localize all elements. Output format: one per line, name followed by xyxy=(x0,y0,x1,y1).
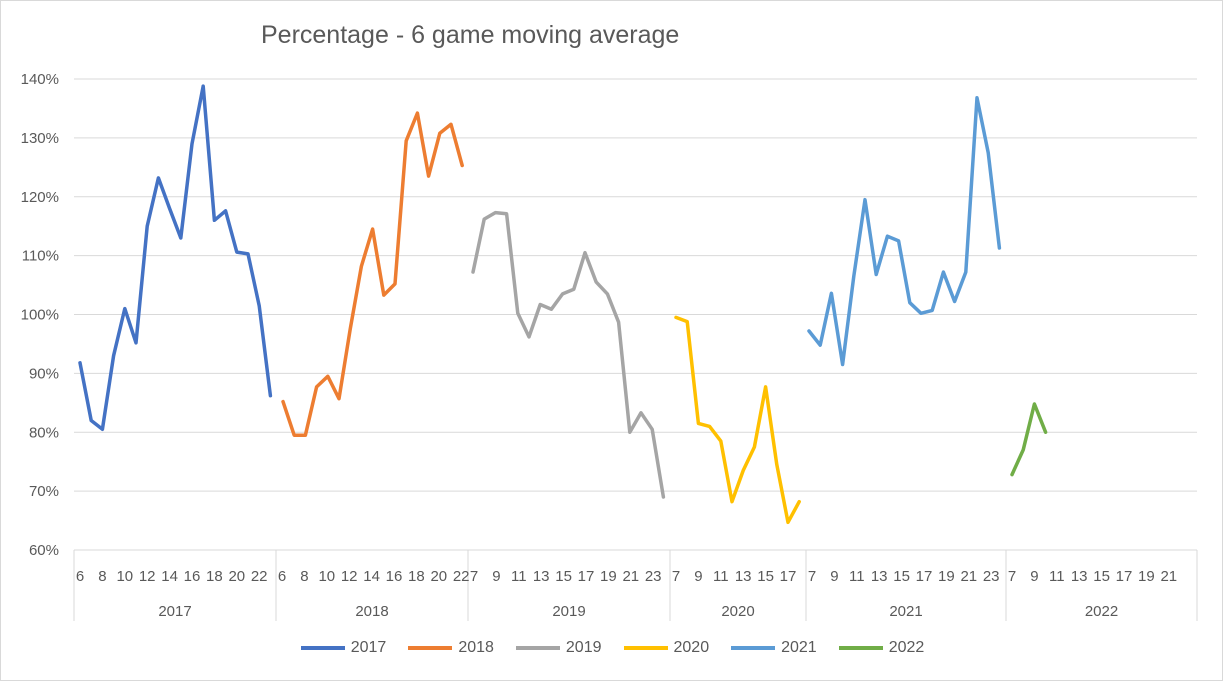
x-tick-label: 7 xyxy=(470,568,478,585)
x-tick-label: 11 xyxy=(1049,568,1065,585)
legend-item-2021: 2021 xyxy=(731,639,817,657)
x-tick-label: 7 xyxy=(808,568,816,585)
y-tick-label: 90% xyxy=(29,365,59,382)
y-tick-label: 80% xyxy=(29,424,59,441)
x-tick-label: 14 xyxy=(161,568,178,585)
x-tick-label: 18 xyxy=(408,568,425,585)
y-tick-label: 130% xyxy=(21,130,59,147)
y-tick-label: 120% xyxy=(21,189,59,206)
x-tick-label: 9 xyxy=(492,568,500,585)
legend-label: 2019 xyxy=(565,639,602,656)
x-tick-label: 13 xyxy=(871,568,888,585)
x-tick-label: 17 xyxy=(578,568,595,585)
series-line-2019 xyxy=(471,210,666,499)
x-tick-label: 21 xyxy=(1160,568,1177,585)
legend-item-2020: 2020 xyxy=(623,639,710,657)
x-tick-label: 10 xyxy=(318,568,335,585)
x-tick-label: 16 xyxy=(386,568,403,585)
x-tick-label: 8 xyxy=(98,568,106,585)
x-tick-label: 23 xyxy=(645,568,662,585)
x-tick-label: 22 xyxy=(453,568,470,585)
x-tick-label: 18 xyxy=(206,568,223,585)
x-tick-label: 8 xyxy=(300,568,308,585)
x-tick-label: 7 xyxy=(1008,568,1016,585)
x-tick-label: 12 xyxy=(341,568,358,585)
x-tick-label: 17 xyxy=(1116,568,1133,585)
x-tick-label: 13 xyxy=(1071,568,1088,585)
x-tick-label: 22 xyxy=(251,568,268,585)
legend-item-2018: 2018 xyxy=(408,639,494,657)
y-tick-label: 70% xyxy=(29,483,59,500)
x-tick-label: 9 xyxy=(830,568,838,585)
legend-label: 2022 xyxy=(888,639,925,656)
series-line-2017 xyxy=(78,84,273,432)
x-group-label: 2021 xyxy=(889,603,922,620)
legend-item-2019: 2019 xyxy=(515,639,602,657)
legend: 2017 2018 2019 2020 2021 2022 xyxy=(1,639,1223,657)
x-tick-label: 16 xyxy=(184,568,201,585)
x-tick-label: 7 xyxy=(672,568,680,585)
x-tick-label: 15 xyxy=(757,568,774,585)
legend-swatch xyxy=(838,646,883,650)
x-tick-label: 19 xyxy=(600,568,617,585)
x-tick-label: 19 xyxy=(938,568,955,585)
x-tick-label: 6 xyxy=(278,568,286,585)
x-tick-label: 21 xyxy=(960,568,977,585)
chart-title: Percentage - 6 game moving average xyxy=(261,21,680,49)
series-line-2022 xyxy=(1010,402,1048,477)
legend-label: 2020 xyxy=(673,639,710,656)
x-tick-label: 23 xyxy=(983,568,1000,585)
x-tick-label: 13 xyxy=(533,568,550,585)
x-group-label: 2017 xyxy=(158,603,191,620)
x-tick-label: 13 xyxy=(735,568,752,585)
x-tick-label: 21 xyxy=(622,568,639,585)
x-tick-label: 17 xyxy=(780,568,797,585)
y-tick-label: 140% xyxy=(21,71,59,88)
series-line-2020 xyxy=(674,315,801,525)
x-tick-label: 20 xyxy=(430,568,447,585)
x-tick-label: 20 xyxy=(228,568,245,585)
legend-swatch xyxy=(408,646,453,650)
x-group-label: 2020 xyxy=(721,603,754,620)
legend-swatch xyxy=(515,646,560,650)
x-tick-label: 17 xyxy=(916,568,933,585)
x-tick-label: 12 xyxy=(139,568,156,585)
y-tick-label: 110% xyxy=(22,248,59,265)
series-line-2021 xyxy=(807,96,1002,367)
legend-label: 2017 xyxy=(350,639,387,656)
x-group-label: 2022 xyxy=(1085,603,1118,620)
legend-swatch xyxy=(731,646,776,650)
series-line-2018 xyxy=(281,111,464,437)
legend-label: 2018 xyxy=(458,639,494,656)
legend-swatch xyxy=(623,646,668,650)
legend-item-2017: 2017 xyxy=(300,639,387,657)
x-tick-label: 11 xyxy=(511,568,527,585)
x-tick-label: 11 xyxy=(849,568,865,585)
y-tick-label: 100% xyxy=(21,307,59,324)
legend-item-2022: 2022 xyxy=(838,639,925,657)
x-group-label: 2019 xyxy=(552,603,585,620)
x-tick-label: 6 xyxy=(76,568,84,585)
legend-label: 2021 xyxy=(781,639,817,656)
x-group-label: 2018 xyxy=(355,603,388,620)
x-tick-label: 10 xyxy=(116,568,133,585)
y-tick-label: 60% xyxy=(29,542,59,559)
x-tick-label: 9 xyxy=(694,568,702,585)
x-tick-label: 19 xyxy=(1138,568,1155,585)
legend-swatch xyxy=(300,646,345,650)
x-tick-label: 15 xyxy=(893,568,910,585)
x-tick-label: 15 xyxy=(555,568,572,585)
x-tick-label: 14 xyxy=(363,568,380,585)
x-tick-label: 11 xyxy=(713,568,729,585)
x-tick-label: 9 xyxy=(1030,568,1038,585)
x-tick-label: 15 xyxy=(1093,568,1110,585)
